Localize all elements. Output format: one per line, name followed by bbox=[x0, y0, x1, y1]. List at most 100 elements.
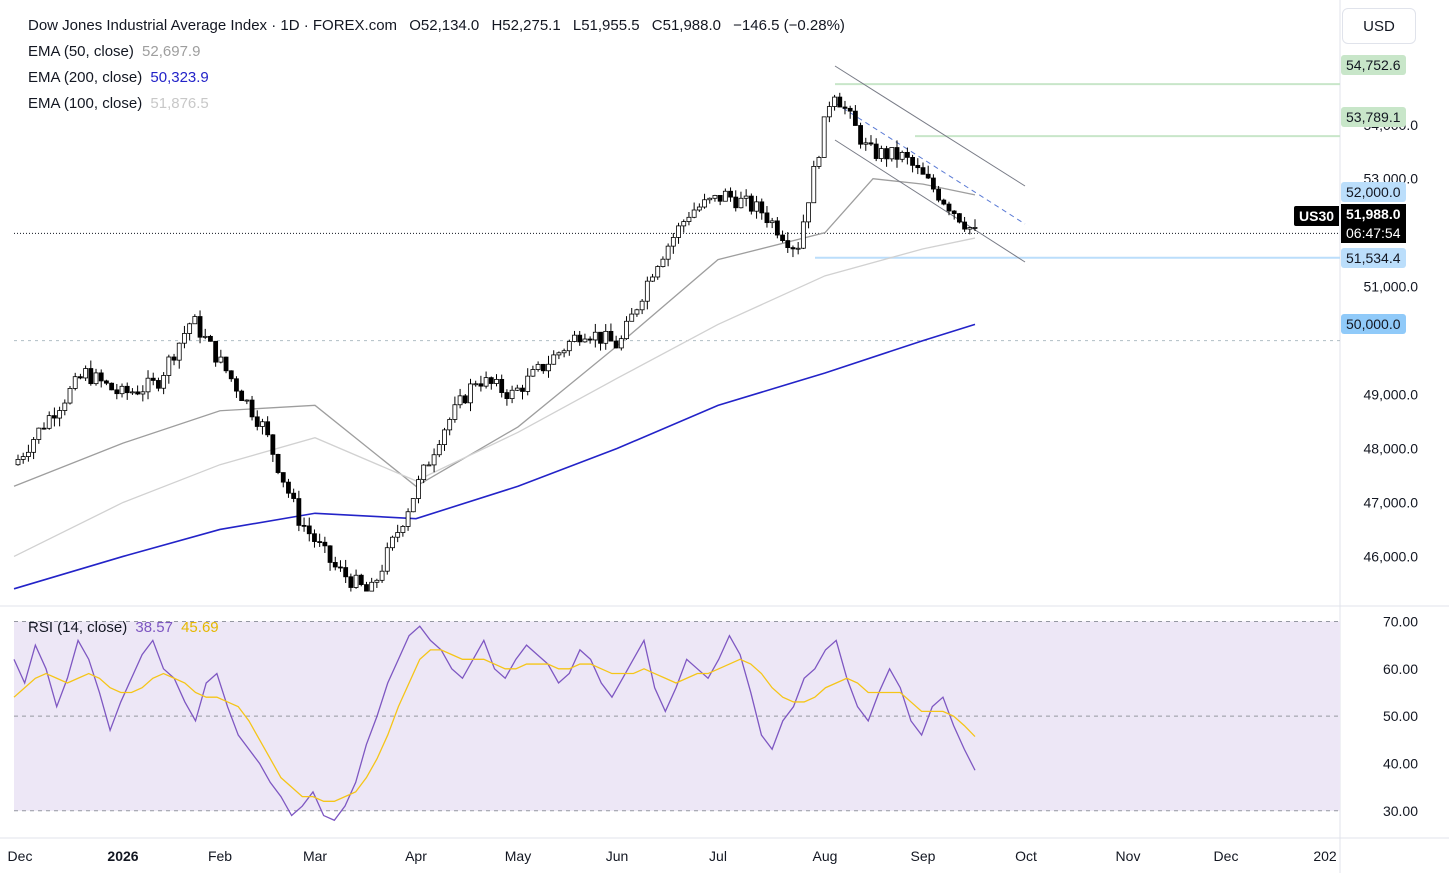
candle-body bbox=[488, 377, 494, 384]
candle-body bbox=[244, 399, 250, 402]
candle bbox=[889, 147, 895, 162]
candle bbox=[972, 219, 978, 232]
candle-body bbox=[738, 197, 744, 209]
candle bbox=[260, 418, 265, 435]
ema50-legend-row[interactable]: EMA (50, close) 52,697.9 bbox=[28, 39, 845, 65]
candle-body bbox=[26, 451, 31, 457]
candle-body bbox=[301, 524, 307, 527]
candle bbox=[343, 559, 349, 584]
rsi-tick-label: 40.00 bbox=[1383, 755, 1418, 771]
symbol-title[interactable]: Dow Jones Industrial Average Index · 1D … bbox=[28, 17, 398, 34]
candle bbox=[790, 245, 796, 258]
candle-body bbox=[910, 157, 915, 166]
candle bbox=[358, 573, 364, 587]
candle bbox=[520, 384, 525, 400]
currency-button[interactable]: USD bbox=[1342, 8, 1416, 44]
candle-body bbox=[785, 240, 791, 248]
ema200-value: 50,323.9 bbox=[150, 69, 209, 86]
candle bbox=[494, 374, 499, 387]
candle bbox=[426, 461, 432, 467]
open-value: O52,134.0 bbox=[409, 17, 480, 34]
candle-body bbox=[369, 581, 375, 592]
candle-body bbox=[702, 199, 707, 208]
candle bbox=[166, 354, 172, 384]
candle bbox=[301, 517, 307, 532]
ema100-legend-row[interactable]: EMA (100, close) 51,876.5 bbox=[28, 91, 845, 117]
candle bbox=[462, 394, 468, 404]
candle-body bbox=[260, 421, 265, 427]
candle bbox=[696, 203, 702, 212]
candle bbox=[442, 427, 447, 451]
candle bbox=[780, 230, 785, 243]
candle-body bbox=[592, 331, 598, 341]
candle-body bbox=[520, 387, 525, 392]
time-tick-label: Feb bbox=[208, 848, 232, 864]
resistance-tag-53789: 53,789.1 bbox=[1341, 107, 1406, 127]
candle bbox=[447, 417, 453, 436]
candle bbox=[904, 147, 910, 165]
candle bbox=[192, 314, 198, 325]
last-price-tag: 51,988.0 bbox=[1341, 204, 1406, 224]
candle-body bbox=[317, 541, 323, 543]
candle bbox=[530, 365, 536, 377]
ema-line-50 bbox=[13, 178, 976, 488]
candle-body bbox=[878, 148, 884, 159]
candle-body bbox=[603, 330, 609, 344]
candle-body bbox=[863, 142, 869, 145]
candle bbox=[702, 193, 707, 209]
candle-body bbox=[306, 525, 312, 535]
resistance-tag-54752: 54,752.6 bbox=[1341, 55, 1406, 75]
candle-body bbox=[858, 125, 863, 145]
candle bbox=[956, 213, 962, 224]
candle-body bbox=[416, 479, 421, 499]
candle-body bbox=[20, 456, 26, 460]
candle-body bbox=[171, 356, 177, 361]
candle bbox=[691, 202, 697, 219]
rsi-tick-label: 60.00 bbox=[1383, 661, 1418, 677]
candle-body bbox=[868, 142, 874, 145]
candle bbox=[962, 216, 967, 232]
ema200-legend-row[interactable]: EMA (200, close) 50,323.9 bbox=[28, 65, 845, 91]
candle-body bbox=[468, 383, 473, 404]
candle bbox=[837, 92, 843, 108]
candle-body bbox=[733, 196, 739, 209]
candle bbox=[208, 334, 213, 342]
candle-body bbox=[234, 378, 239, 392]
candle-body bbox=[405, 511, 411, 527]
candle-body bbox=[473, 383, 479, 386]
price-tick-label: 46,000.0 bbox=[1364, 548, 1419, 564]
candle-body bbox=[410, 498, 416, 513]
rsi-legend[interactable]: RSI (14, close) 38.57 45.69 bbox=[28, 619, 219, 636]
price-tick-label: 48,000.0 bbox=[1364, 441, 1419, 457]
candle bbox=[743, 189, 749, 207]
candle-body bbox=[254, 416, 260, 427]
candle-body bbox=[187, 323, 193, 334]
channel-upper-line bbox=[834, 65, 1026, 187]
candle-body bbox=[280, 472, 286, 483]
candle-body bbox=[504, 392, 510, 399]
candle-body bbox=[624, 320, 629, 340]
candle bbox=[670, 232, 676, 254]
candle-body bbox=[795, 247, 801, 250]
candle bbox=[317, 533, 323, 547]
candle-body bbox=[920, 167, 926, 175]
candle bbox=[57, 406, 63, 427]
candle bbox=[566, 339, 572, 356]
candle-body bbox=[78, 376, 83, 379]
ema50-value: 52,697.9 bbox=[142, 43, 201, 60]
candle-body bbox=[286, 481, 291, 494]
candle-body bbox=[15, 459, 21, 466]
candle-body bbox=[852, 110, 858, 126]
candle bbox=[244, 399, 250, 405]
candle-body bbox=[514, 387, 520, 391]
candle bbox=[140, 385, 146, 402]
candle-body bbox=[182, 333, 187, 344]
candle-body bbox=[899, 151, 905, 160]
candle-body bbox=[754, 201, 759, 212]
candle-body bbox=[343, 567, 349, 578]
candle bbox=[213, 340, 219, 367]
ema50-label: EMA (50, close) bbox=[28, 43, 134, 60]
candle-body bbox=[202, 335, 208, 338]
candle-body bbox=[31, 439, 37, 453]
